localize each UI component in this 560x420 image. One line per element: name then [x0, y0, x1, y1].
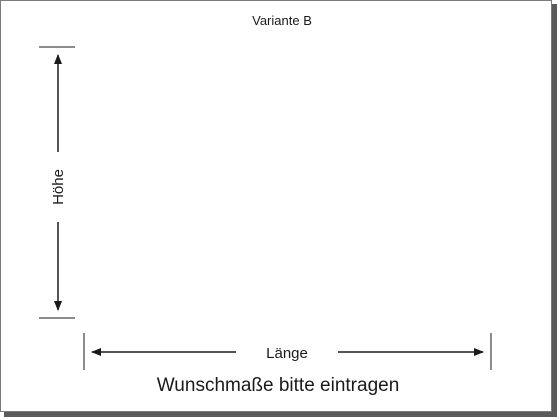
diagram-title: Variante B — [252, 13, 312, 28]
diagram-frame — [0, 0, 552, 412]
height-label: Höhe — [50, 169, 67, 205]
length-label: Länge — [266, 345, 308, 362]
instruction-text: Wunschmaße bitte eintragen — [157, 375, 400, 396]
